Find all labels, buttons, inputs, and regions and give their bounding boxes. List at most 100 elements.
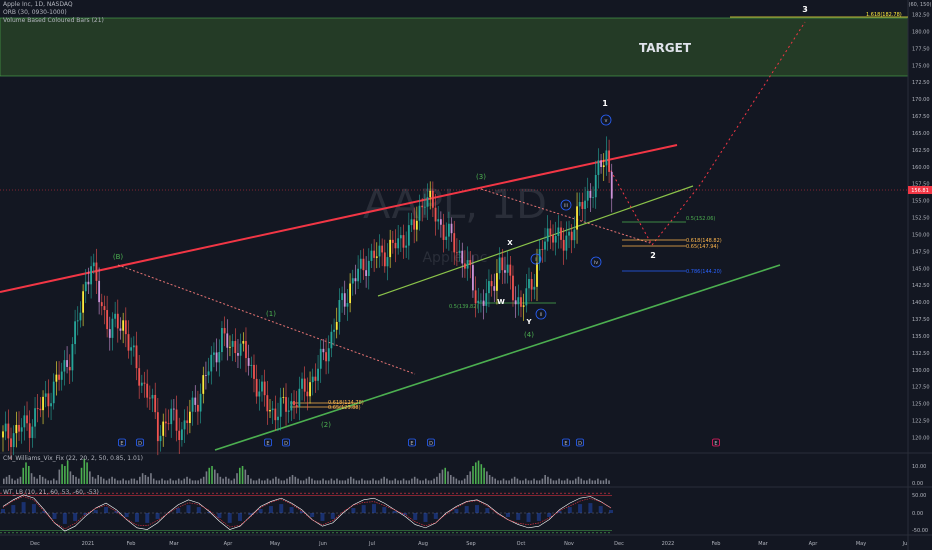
- vix-bar: [141, 473, 144, 484]
- wt-histogram-bar: [1, 509, 5, 513]
- candle-body: [450, 223, 453, 234]
- x-tick-label: Ju: [902, 541, 908, 547]
- event-marker[interactable]: E: [562, 438, 570, 447]
- candle-body: [231, 341, 234, 347]
- candle-body: [525, 288, 528, 306]
- candle-body: [301, 378, 303, 389]
- event-marker-label: E: [120, 441, 123, 447]
- wave-label-green: (1): [266, 310, 276, 318]
- vix-bar: [164, 480, 166, 484]
- candle-body: [370, 250, 373, 261]
- candle-body: [7, 423, 10, 439]
- vix-bar: [411, 478, 413, 484]
- x-tick-label: Mar: [169, 541, 179, 547]
- candle-body: [239, 343, 242, 356]
- wt-histogram-bar: [11, 505, 16, 513]
- candle-body: [250, 364, 253, 366]
- wt-histogram-bar: [567, 507, 572, 513]
- vix-bar: [8, 475, 11, 484]
- candle-body: [215, 352, 218, 363]
- watermark-name: Apple Inc: [422, 250, 487, 266]
- vix-fix-panel: [3, 458, 610, 484]
- candles: [2, 136, 613, 460]
- vix-bar: [258, 478, 261, 484]
- candle-body: [546, 228, 549, 242]
- vix-bar: [219, 476, 222, 484]
- wt-histogram-bar: [217, 513, 222, 518]
- vix-bar: [269, 480, 272, 484]
- volume-bars-legend[interactable]: Volume Based Coloured Bars (21): [3, 17, 104, 24]
- candle-body: [421, 205, 424, 208]
- event-marker[interactable]: E: [712, 438, 720, 447]
- vix-bar: [366, 480, 369, 484]
- candle-body: [378, 245, 381, 257]
- wt-histogram-bar: [485, 508, 490, 513]
- candle-body: [306, 391, 309, 397]
- wt-histogram-bar: [557, 511, 562, 513]
- candle-body: [237, 353, 239, 356]
- vix-bar: [108, 478, 111, 484]
- candle-body: [63, 360, 66, 372]
- vix-bar: [155, 480, 158, 484]
- vix-bar: [286, 478, 288, 484]
- vix-bar: [255, 480, 258, 484]
- wt-histogram-bar: [83, 513, 88, 515]
- vix-bar: [280, 480, 283, 484]
- vix-bar: [597, 478, 599, 484]
- vix-bar: [247, 475, 249, 484]
- vix-bar: [400, 480, 402, 484]
- vix-bar: [147, 476, 149, 484]
- orb-legend[interactable]: ORB (30, 0930-1000): [3, 9, 67, 16]
- candle-body: [530, 279, 533, 290]
- wt-lb-legend[interactable]: WT_LB (10, 21, 60, 53, -60, -53): [3, 489, 99, 496]
- candle-body: [242, 341, 245, 344]
- vix-bar: [549, 478, 552, 484]
- candle-body: [92, 262, 95, 267]
- candle-body: [346, 303, 349, 307]
- y-tick-label: 132.50: [912, 351, 930, 357]
- candle-body: [172, 408, 175, 410]
- wt-histogram-bar: [433, 513, 438, 519]
- wt-histogram-bar: [176, 508, 181, 513]
- x-tick-label: Dec: [614, 541, 624, 547]
- x-tick-label: Jun: [318, 541, 327, 547]
- vix-fix-legend[interactable]: CM_Williams_Vix_Fix (22, 20, 2, 50, 0.85…: [3, 455, 144, 462]
- candle-body: [111, 318, 114, 338]
- vix-bar: [502, 478, 505, 484]
- vix-bar: [355, 480, 358, 484]
- candle-body: [557, 227, 560, 236]
- candle-body: [431, 190, 434, 208]
- candle-body: [277, 416, 279, 421]
- candle-body: [480, 300, 482, 302]
- candle-body: [520, 297, 522, 307]
- candle-body: [116, 313, 119, 329]
- vix-bar: [447, 471, 449, 484]
- wt-histogram-bar: [289, 507, 294, 513]
- event-marker[interactable]: E: [264, 438, 272, 447]
- candle-body: [439, 219, 442, 225]
- event-marker[interactable]: E: [408, 438, 416, 447]
- event-marker[interactable]: D: [282, 438, 290, 447]
- event-marker[interactable]: E: [118, 438, 126, 447]
- vix-bar: [216, 473, 219, 484]
- y-tick-label: 145.00: [912, 266, 930, 272]
- event-marker[interactable]: D: [136, 438, 144, 447]
- candle-body: [106, 310, 109, 330]
- vix-bar: [344, 480, 347, 484]
- wave-label-corrective: Y: [525, 318, 532, 326]
- candle-body: [143, 382, 146, 384]
- y-tick-label: 140.00: [912, 300, 930, 306]
- fib-label: 0.618(148.82): [686, 238, 722, 244]
- symbol-legend[interactable]: Apple Inc, 1D, NASDAQ: [3, 1, 73, 8]
- wt-histogram-bar: [207, 512, 212, 513]
- vix-bar: [169, 478, 172, 484]
- vix-bar: [105, 480, 108, 484]
- event-marker[interactable]: D: [427, 438, 435, 447]
- event-marker[interactable]: D: [576, 438, 584, 447]
- candle-body: [226, 333, 229, 348]
- candle-body: [327, 348, 330, 362]
- candle-body: [354, 278, 357, 282]
- vix-bar: [599, 480, 602, 484]
- candle-body: [407, 225, 410, 246]
